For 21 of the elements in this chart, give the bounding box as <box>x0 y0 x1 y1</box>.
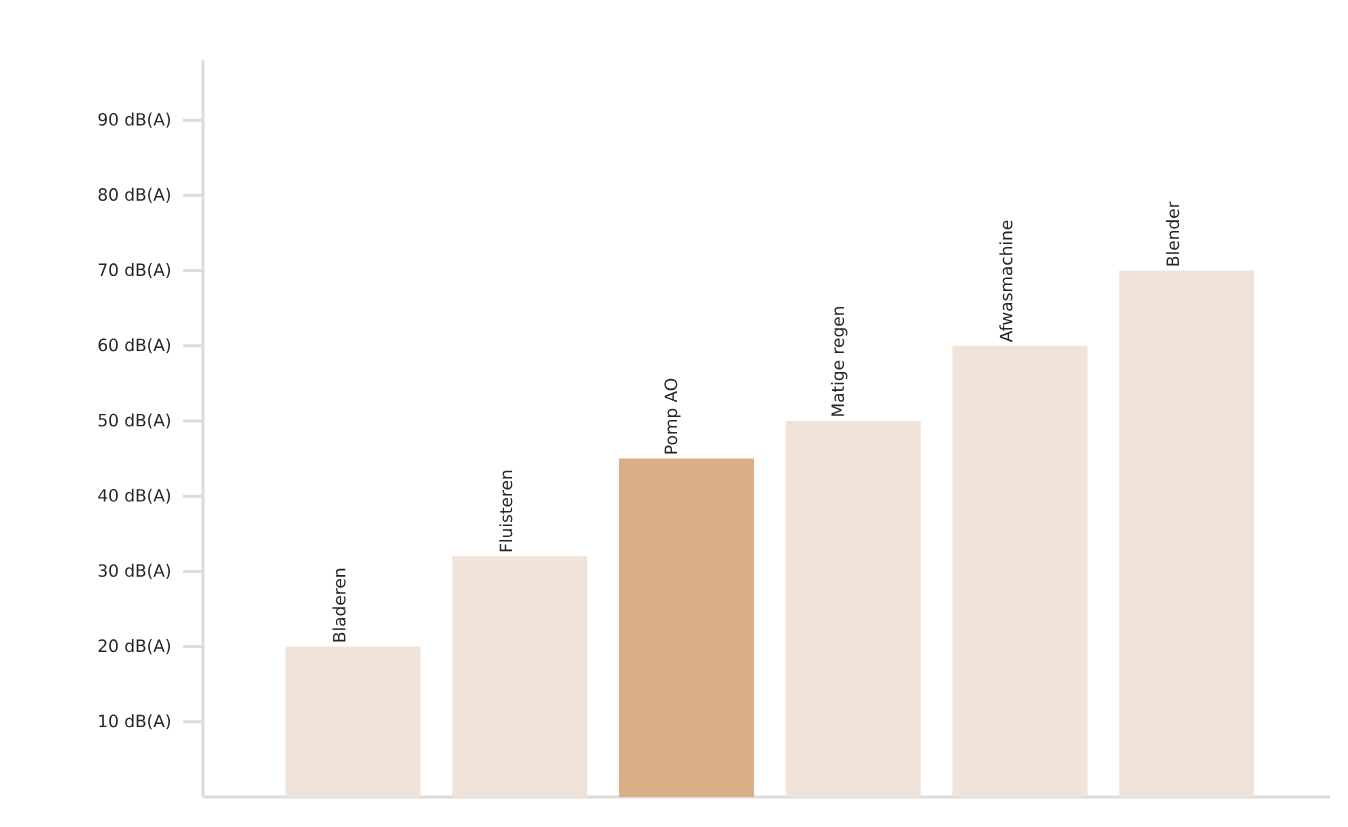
y-tick-label: 30 dB(A) <box>98 563 171 579</box>
bar <box>1119 270 1255 797</box>
bar <box>952 345 1088 797</box>
y-tick-label: 70 dB(A) <box>98 263 171 279</box>
y-tick-label: 50 dB(A) <box>98 413 171 429</box>
y-tick-label: 90 dB(A) <box>98 112 171 128</box>
x-tick-label: Afwasmachine <box>999 220 1013 343</box>
bar <box>285 646 421 797</box>
bar <box>452 556 588 797</box>
x-tick-label: Bladeren <box>332 568 346 642</box>
bar <box>785 420 921 797</box>
bar <box>618 458 755 797</box>
y-tick-label: 10 dB(A) <box>99 714 171 730</box>
x-tick-label: Matige regen <box>831 307 848 416</box>
x-tick-label: Pomp AO <box>664 378 681 454</box>
y-tick-label: 20 dB(A) <box>98 639 171 655</box>
x-tick-label: Blender <box>1166 201 1180 266</box>
y-tick-label: 40 dB(A) <box>98 488 171 504</box>
y-tick-label: 60 dB(A) <box>98 338 171 354</box>
x-tick-label: Fluisteren <box>499 470 513 552</box>
y-tick-label: 80 dB(A) <box>98 187 171 203</box>
